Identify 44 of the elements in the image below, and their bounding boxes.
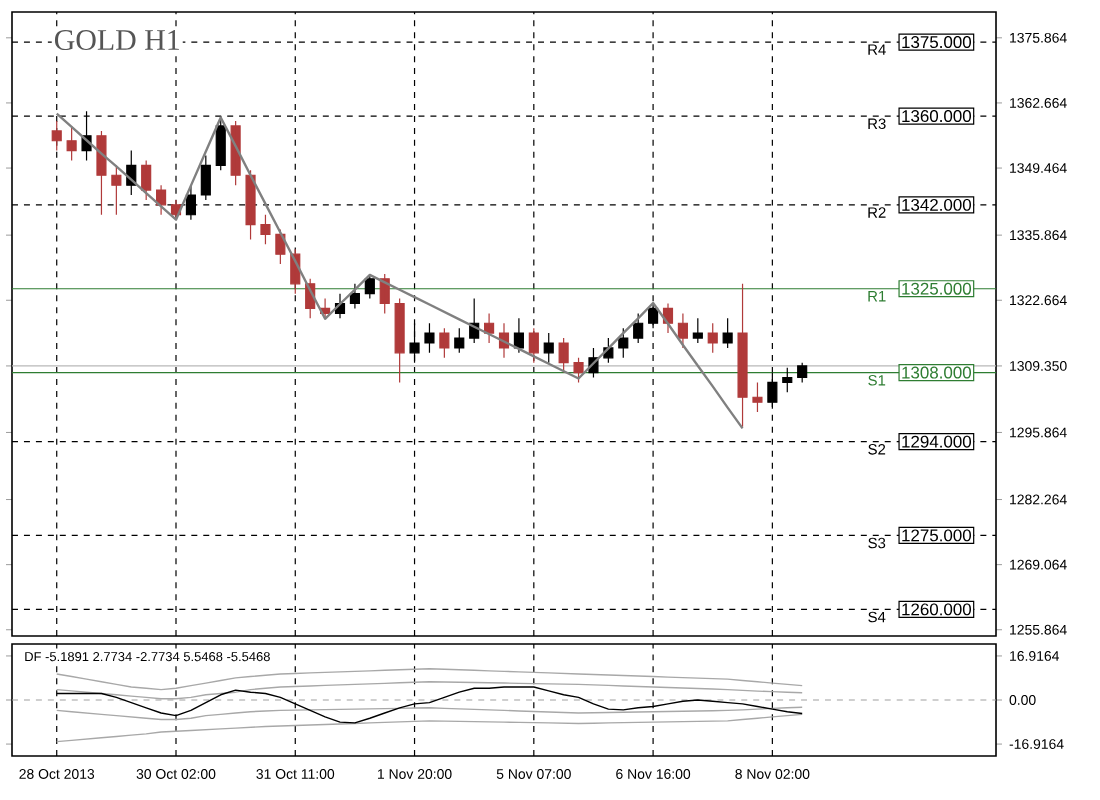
candlestick <box>722 317 733 349</box>
candlestick <box>618 327 629 359</box>
candlestick <box>677 312 688 349</box>
candlestick <box>439 327 450 359</box>
candlestick <box>200 154 211 201</box>
annotation: 1294.000 <box>902 435 972 448</box>
candlestick <box>648 302 659 329</box>
candlestick <box>409 322 420 364</box>
candlestick <box>528 327 539 364</box>
candlestick <box>558 337 569 374</box>
candlestick <box>424 322 435 354</box>
candlestick <box>543 332 554 364</box>
candlestick <box>141 159 152 201</box>
candlestick <box>349 283 360 310</box>
candlestick <box>454 327 465 354</box>
candlestick <box>707 322 718 354</box>
annotation: 1260.000 <box>902 603 972 616</box>
candlestick <box>633 312 644 344</box>
candlestick <box>797 362 808 384</box>
candlestick <box>156 184 167 216</box>
candlestick <box>692 317 703 344</box>
candlestick <box>245 169 256 240</box>
candlestick <box>364 273 375 300</box>
annotation: 1308.000 <box>902 366 972 379</box>
candlestick <box>320 297 331 319</box>
annotation: 1360.000 <box>902 110 972 123</box>
candlestick <box>51 120 62 152</box>
candlestick <box>215 115 226 171</box>
candlestick <box>66 125 77 162</box>
candlestick <box>260 214 271 245</box>
annotation: 1342.000 <box>902 198 972 211</box>
candlestick <box>752 381 763 413</box>
annotation: 1275.000 <box>902 529 972 542</box>
candlestick <box>513 317 524 354</box>
candlestick <box>737 283 748 428</box>
candlestick <box>111 164 122 216</box>
annotation: 1375.000 <box>902 36 972 49</box>
annotation: 1325.000 <box>902 282 972 295</box>
candlestick <box>573 357 584 384</box>
candlestick <box>394 297 405 384</box>
candlestick <box>484 312 495 344</box>
chart-title: GOLD H1 <box>54 29 179 51</box>
candlestick <box>96 130 107 216</box>
candlestick <box>782 367 793 393</box>
